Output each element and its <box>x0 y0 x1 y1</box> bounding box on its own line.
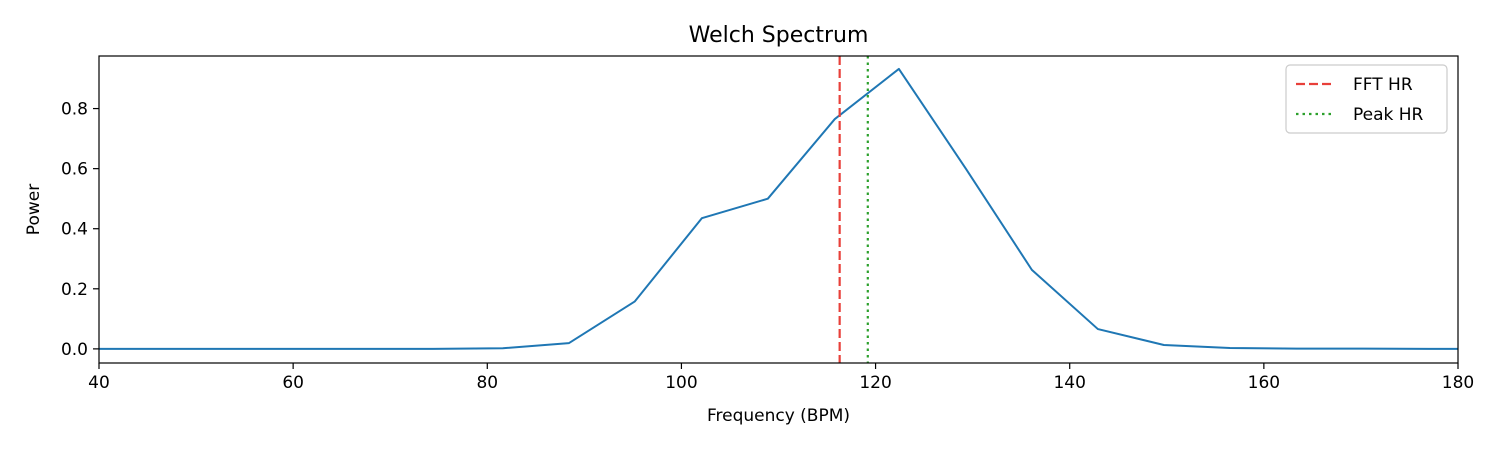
x-tick-label: 120 <box>859 373 891 393</box>
x-tick-label: 180 <box>1442 373 1474 393</box>
plot-frame <box>98 55 1459 364</box>
x-tick-label: 60 <box>282 373 304 393</box>
series-line-0 <box>99 67 1458 350</box>
y-tick-label: 0.4 <box>61 220 88 240</box>
y-tick-label: 0.8 <box>61 100 88 120</box>
y-tick-label: 0.6 <box>61 160 88 180</box>
data-layer <box>99 56 1458 363</box>
legend-fft-hr-label: FFT HR <box>1353 75 1413 95</box>
chart-title: Welch Spectrum <box>689 23 869 48</box>
x-tick-label: 100 <box>665 373 697 393</box>
y-tick-label: 0.0 <box>61 340 88 360</box>
legend: FFT HR Peak HR <box>1285 64 1448 134</box>
legend-peak-hr-label: Peak HR <box>1353 105 1424 125</box>
x-axis-label: Frequency (BPM) <box>707 406 850 426</box>
x-tick-label: 160 <box>1248 373 1280 393</box>
y-tick-label: 0.2 <box>61 280 88 300</box>
x-tick-label: 80 <box>476 373 498 393</box>
x-tick-label: 40 <box>88 373 110 393</box>
y-axis-label: Power <box>24 184 44 235</box>
legend-box <box>1285 64 1448 134</box>
plot-area: 40 60 80 100 120 140 160 180 0.0 0.2 0.4 0.6 0.8 <box>61 55 1474 393</box>
x-tick-label: 140 <box>1053 373 1085 393</box>
